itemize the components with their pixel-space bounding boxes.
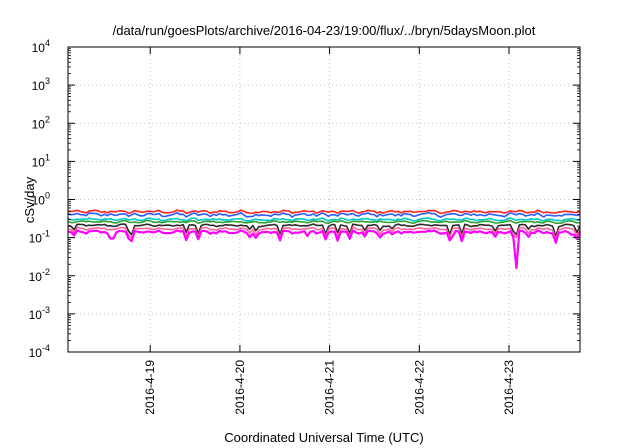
x-axis-label: Coordinated Universal Time (UTC) bbox=[224, 430, 423, 445]
y-tick-label: 101 bbox=[32, 152, 50, 169]
y-axis: 10-4 10-3 10-2 10-1 100 101 102 103 104 bbox=[29, 38, 580, 360]
y-tick-label: 104 bbox=[32, 38, 50, 55]
series-line bbox=[67, 209, 581, 215]
x-tick-label: 2016-4-19 bbox=[143, 360, 157, 415]
series-layer bbox=[67, 209, 582, 270]
y-tick-label: 10-4 bbox=[29, 343, 50, 360]
y-axis-label: cSv/day bbox=[22, 176, 37, 223]
y-tick-label: 10-1 bbox=[29, 229, 50, 246]
series-line bbox=[67, 229, 582, 270]
y-tick-label: 10-2 bbox=[29, 267, 50, 284]
y-tick-label: 100 bbox=[32, 191, 50, 208]
y-tick-label: 103 bbox=[32, 76, 50, 93]
x-tick-label: 2016-4-22 bbox=[412, 360, 426, 415]
x-tick-label: 2016-4-23 bbox=[502, 360, 516, 415]
series-line bbox=[67, 217, 581, 222]
x-tick-label: 2016-4-21 bbox=[323, 360, 337, 415]
x-tick-label: 2016-4-20 bbox=[233, 360, 247, 415]
series-line bbox=[67, 211, 581, 218]
x-axis: 2016-4-19 2016-4-20 2016-4-21 2016-4-22 2016… bbox=[143, 47, 516, 415]
y-tick-label: 102 bbox=[32, 114, 50, 131]
series-line bbox=[67, 223, 581, 238]
chart-title: /data/run/goesPlots/archive/2016-04-23/1… bbox=[113, 23, 536, 38]
series-line bbox=[67, 219, 581, 225]
y-tick-label: 10-3 bbox=[29, 305, 50, 322]
